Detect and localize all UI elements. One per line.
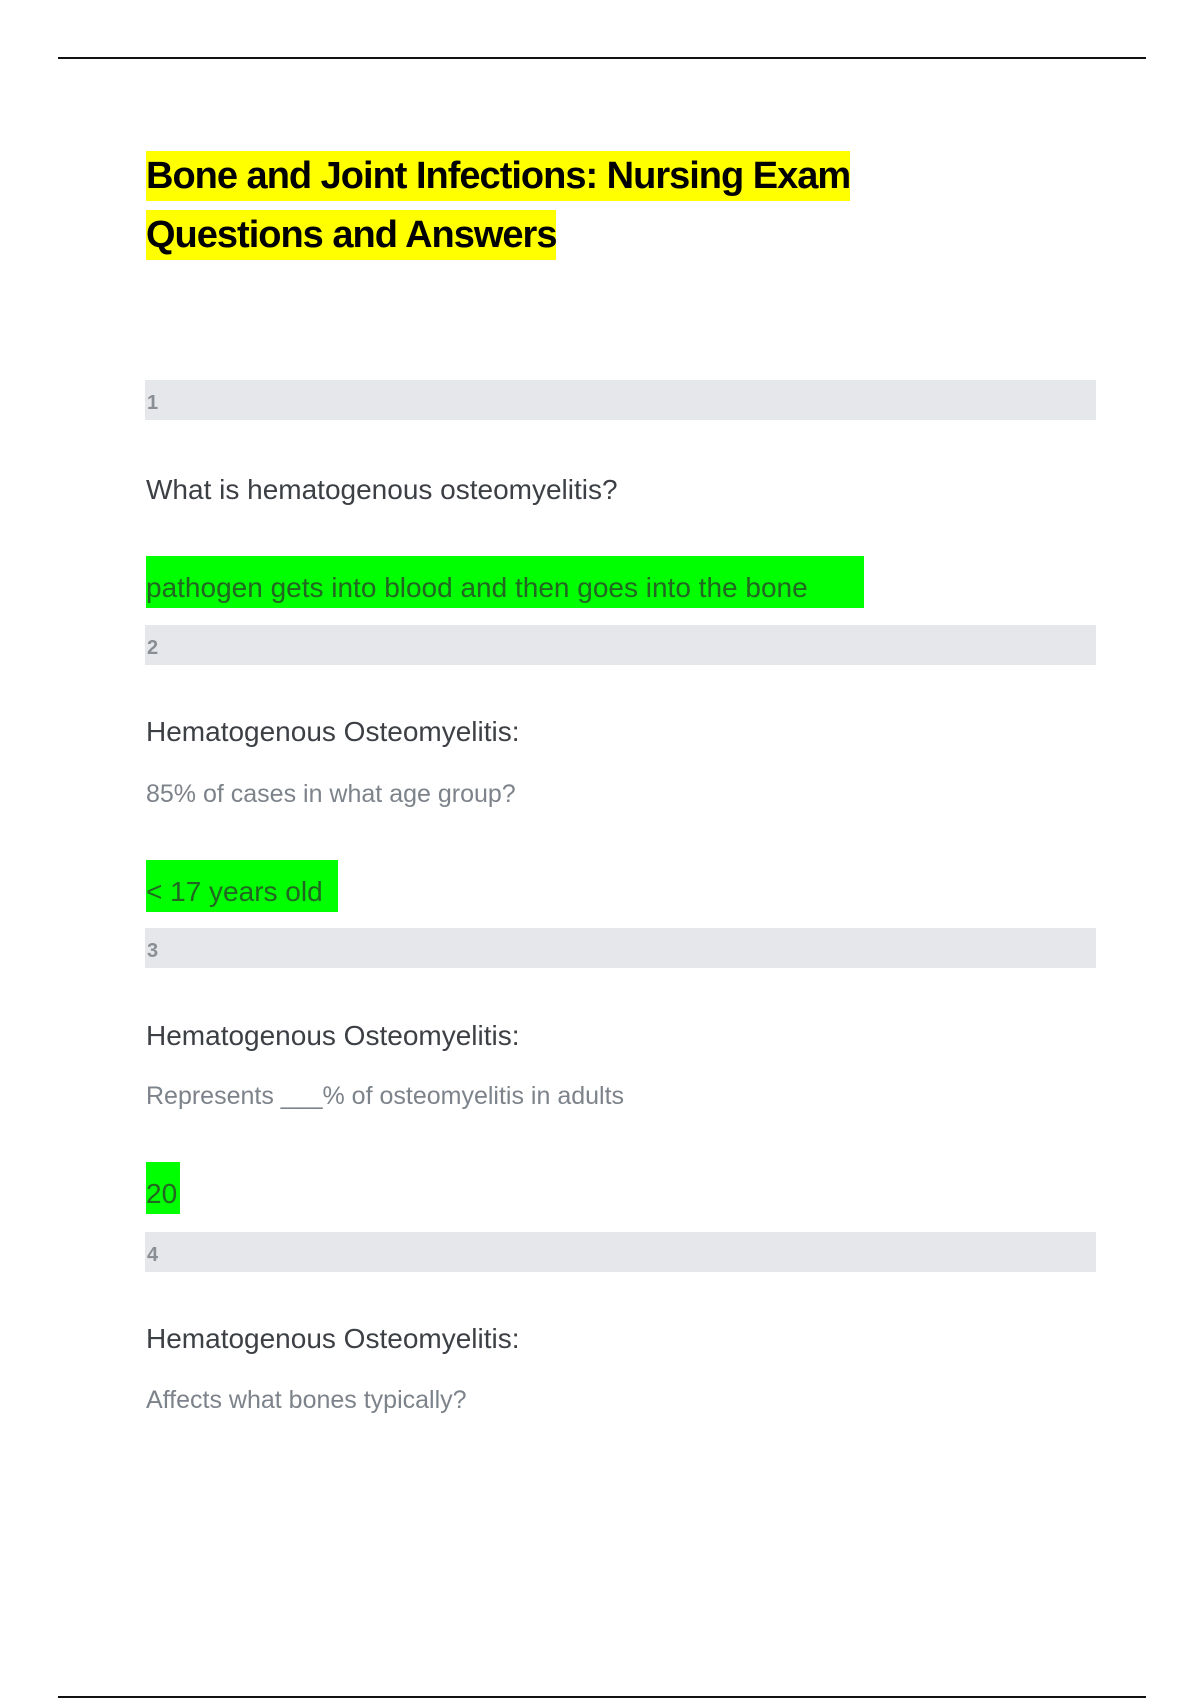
question-text: Hematogenous Osteomyelitis: xyxy=(146,1020,520,1051)
subquestion-text: 85% of cases in what age group? xyxy=(146,780,516,808)
question-text: Hematogenous Osteomyelitis: xyxy=(146,716,520,747)
card-number-bar: 3 xyxy=(145,928,1096,968)
title-line-1: Bone and Joint Infections: Nursing Exam xyxy=(146,151,851,201)
top-rule xyxy=(58,57,1146,59)
subquestion-text: Affects what bones typically? xyxy=(146,1386,467,1414)
question-text: Hematogenous Osteomyelitis: xyxy=(146,1323,520,1354)
card-number-bar: 4 xyxy=(145,1232,1096,1272)
document-title: Bone and Joint Infections: Nursing Exam … xyxy=(146,147,851,265)
bottom-rule xyxy=(58,1696,1146,1698)
answer-highlight: 20 xyxy=(146,1162,180,1214)
answer-highlight: pathogen gets into blood and then goes i… xyxy=(146,556,864,608)
card-number-bar: 2 xyxy=(145,625,1096,665)
answer-highlight: < 17 years old xyxy=(146,860,338,912)
subquestion-text: Represents ___% of osteomyelitis in adul… xyxy=(146,1082,625,1110)
question-text: What is hematogenous osteomyelitis? xyxy=(146,474,618,505)
card-number-bar: 1 xyxy=(145,380,1096,420)
title-line-2: Questions and Answers xyxy=(146,210,557,260)
